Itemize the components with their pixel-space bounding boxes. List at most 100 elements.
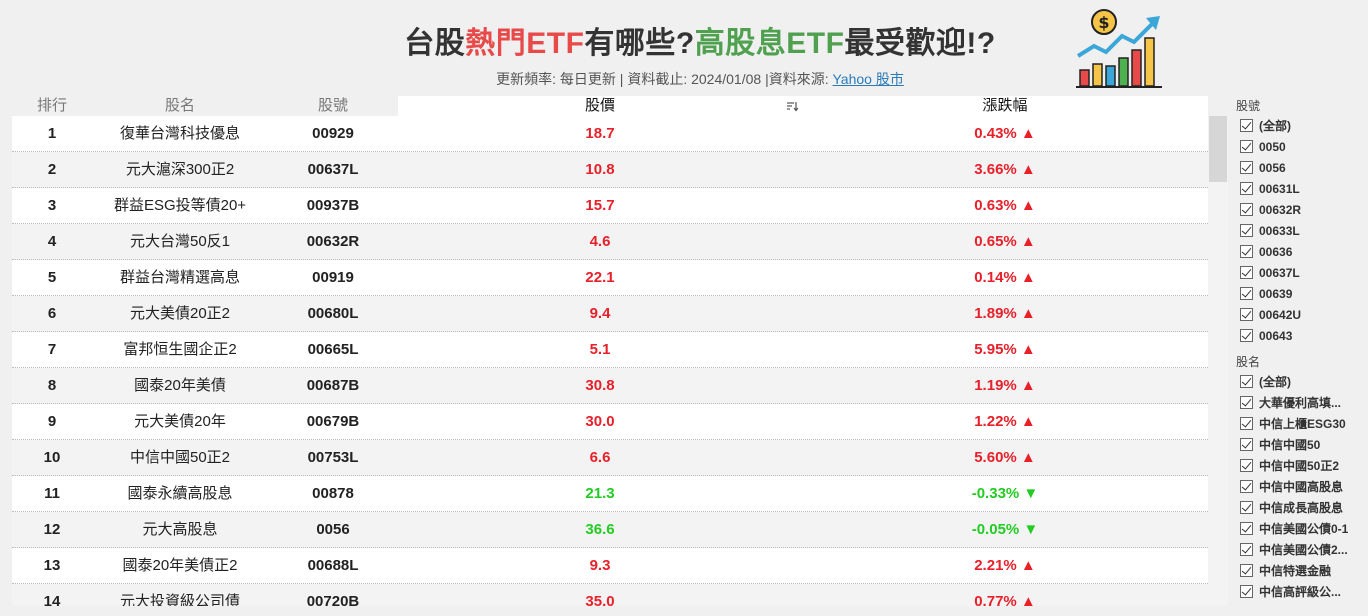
checkbox-checked-icon[interactable] [1240, 161, 1253, 174]
checkbox-checked-icon[interactable] [1240, 119, 1253, 132]
checkbox-checked-icon[interactable] [1240, 543, 1253, 556]
filter-checkbox-item[interactable]: 00639 [1240, 284, 1292, 304]
change-cell: -0.33% ▼ [802, 476, 1208, 512]
change-cell: 3.66% ▲ [802, 152, 1208, 188]
table-row[interactable]: 12 元大高股息 0056 36.6 -0.05% ▼ [12, 512, 1208, 548]
filter-checkbox-item[interactable]: 中信特選金融 [1240, 561, 1331, 581]
checkbox-checked-icon[interactable] [1240, 182, 1253, 195]
filter-checkbox-item[interactable]: 中信上櫃ESG30 [1240, 414, 1346, 434]
filter-checkbox-item[interactable]: 中信中國高股息 [1240, 477, 1343, 497]
table-row[interactable]: 10 中信中國50正2 00753L 6.6 5.60% ▲ [12, 440, 1208, 476]
filter-item-label: 中信上櫃ESG30 [1259, 417, 1346, 431]
filter-checkbox-item[interactable]: 中信中國50 [1240, 435, 1320, 455]
table-row[interactable]: 7 富邦恒生國企正2 00665L 5.1 5.95% ▲ [12, 332, 1208, 368]
checkbox-checked-icon[interactable] [1240, 266, 1253, 279]
filter-checkbox-item[interactable]: 中信美國公債0-1 [1240, 519, 1348, 539]
filter-item-label: 0050 [1259, 140, 1286, 154]
table-row[interactable]: 5 群益台灣精選高息 00919 22.1 0.14% ▲ [12, 260, 1208, 296]
checkbox-checked-icon[interactable] [1240, 438, 1253, 451]
checkbox-checked-icon[interactable] [1240, 224, 1253, 237]
up-arrow-icon: ▲ [1016, 413, 1036, 430]
filter-checkbox-item[interactable]: 大華優利高填... [1240, 393, 1341, 413]
table-row[interactable]: 13 國泰20年美債正2 00688L 9.3 2.21% ▲ [12, 548, 1208, 584]
checkbox-checked-icon[interactable] [1240, 308, 1253, 321]
header-change[interactable]: 漲跌幅 [982, 97, 1028, 114]
change-value: 2.21% [974, 557, 1017, 574]
table-row[interactable]: 9 元大美債20年 00679B 30.0 1.22% ▲ [12, 404, 1208, 440]
header-name[interactable]: 股名 [164, 97, 195, 114]
up-arrow-icon: ▲ [1016, 341, 1036, 358]
rank-cell: 2 [47, 161, 57, 178]
price-cell: 9.4 [589, 305, 611, 322]
header-price[interactable]: 股價 [584, 97, 615, 114]
source-link[interactable]: Yahoo 股市 [832, 71, 904, 87]
filter-checkbox-item[interactable]: 中信成長高股息 [1240, 498, 1343, 518]
name-cell: 復華台灣科技優息 [119, 125, 240, 142]
filter-checkbox-item[interactable]: (全部) [1240, 116, 1291, 136]
table-row[interactable]: 11 國泰永續高股息 00878 21.3 -0.33% ▼ [12, 476, 1208, 512]
price-cell: 15.7 [585, 197, 615, 214]
filter-checkbox-item[interactable]: 0056 [1240, 158, 1286, 178]
filter-checkbox-item[interactable]: 00632R [1240, 200, 1301, 220]
checkbox-checked-icon[interactable] [1240, 564, 1253, 577]
filter-checkbox-item[interactable]: 00633L [1240, 221, 1300, 241]
filter-checkbox-item[interactable]: 00642U [1240, 305, 1301, 325]
name-cell: 群益台灣精選高息 [119, 269, 240, 286]
down-arrow-icon: ▼ [1019, 485, 1039, 502]
rank-cell: 1 [47, 125, 57, 142]
checkbox-checked-icon[interactable] [1240, 396, 1253, 409]
table-row[interactable]: 1 復華台灣科技優息 00929 18.7 0.43% ▲ [12, 116, 1208, 152]
change-value: 0.14% [974, 269, 1017, 286]
filter-checkbox-item[interactable]: 00637L [1240, 263, 1300, 283]
filter-item-label: 00633L [1259, 224, 1300, 238]
scrollbar-thumb[interactable] [1209, 116, 1227, 182]
checkbox-checked-icon[interactable] [1240, 480, 1253, 493]
filter-item-label: 00642U [1259, 308, 1302, 322]
checkbox-checked-icon[interactable] [1240, 501, 1253, 514]
rank-cell: 6 [47, 305, 57, 322]
etf-table: 排行 股名 股號 股價 漲跌幅 1 復華台灣科技優息 00929 18.7 0.43% … [12, 96, 1228, 606]
checkbox-checked-icon[interactable] [1240, 522, 1253, 535]
filter-checkbox-item[interactable]: 0050 [1240, 137, 1286, 157]
table-row[interactable]: 2 元大滬深300正2 00637L 10.8 3.66% ▲ [12, 152, 1208, 188]
change-cell: -0.05% ▼ [802, 512, 1208, 548]
sort-icon[interactable] [786, 100, 798, 112]
rank-cell: 5 [47, 269, 57, 286]
table-row[interactable]: 8 國泰20年美債 00687B 30.8 1.19% ▲ [12, 368, 1208, 404]
up-arrow-icon: ▲ [1016, 125, 1036, 142]
name-cell: 國泰永續高股息 [127, 485, 233, 502]
checkbox-checked-icon[interactable] [1240, 459, 1253, 472]
table-row[interactable]: 3 群益ESG投等債20+ 00937B 15.7 0.63% ▲ [12, 188, 1208, 224]
change-value: 0.43% [974, 125, 1017, 142]
checkbox-checked-icon[interactable] [1240, 287, 1253, 300]
change-value: 0.77% [974, 593, 1017, 606]
price-cell: 9.3 [589, 557, 611, 574]
checkbox-checked-icon[interactable] [1240, 417, 1253, 430]
filter-checkbox-item[interactable]: 中信美國公債2... [1240, 540, 1348, 560]
checkbox-checked-icon[interactable] [1240, 375, 1253, 388]
filter-checkbox-item[interactable]: 00636 [1240, 242, 1292, 262]
checkbox-checked-icon[interactable] [1240, 140, 1253, 153]
checkbox-checked-icon[interactable] [1240, 585, 1253, 598]
rank-cell: 9 [47, 413, 57, 430]
money-growth-chart-icon: $ [1076, 9, 1162, 88]
table-row[interactable]: 6 元大美債20正2 00680L 9.4 1.89% ▲ [12, 296, 1208, 332]
title-part-4: 高股息ETF [694, 27, 845, 60]
filter-checkbox-item[interactable]: 中信中國50正2 [1240, 456, 1339, 476]
filter-checkbox-item[interactable]: 00631L [1240, 179, 1300, 199]
table-scrollbar[interactable] [1208, 116, 1228, 606]
table-row[interactable]: 4 元大台灣50反1 00632R 4.6 0.65% ▲ [12, 224, 1208, 260]
checkbox-checked-icon[interactable] [1240, 329, 1253, 342]
code-cell: 00929 [312, 125, 354, 142]
filter-checkbox-item[interactable]: (全部) [1240, 372, 1291, 392]
checkbox-checked-icon[interactable] [1240, 203, 1253, 216]
header-rank[interactable]: 排行 [36, 97, 67, 114]
table-row[interactable]: 14 元大投資級公司債 00720B 35.0 0.77% ▲ [12, 584, 1208, 606]
change-value: 5.95% [974, 341, 1017, 358]
header-code[interactable]: 股號 [317, 97, 348, 114]
filter-checkbox-item[interactable]: 00643 [1240, 326, 1292, 346]
filter-checkbox-item[interactable]: 中信高評級公... [1240, 582, 1341, 602]
change-cell: 1.22% ▲ [802, 404, 1208, 440]
filter-item-label: (全部) [1259, 375, 1291, 389]
checkbox-checked-icon[interactable] [1240, 245, 1253, 258]
